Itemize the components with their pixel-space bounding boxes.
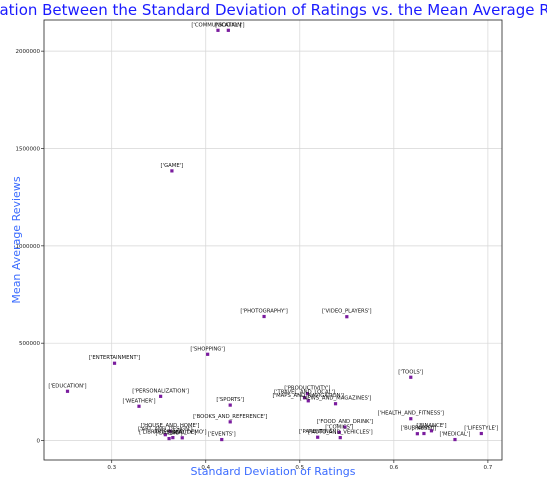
point-label: ['BEAUTY'] [168, 430, 196, 436]
data-point [66, 390, 69, 393]
point-label: ['GAME'] [161, 163, 184, 169]
point-label: ['NEWS_AND_MAGAZINES'] [300, 396, 372, 402]
y-tick-label: 1500000 [16, 146, 41, 152]
point-label: ['WEATHER'] [122, 398, 155, 404]
data-point [227, 29, 230, 32]
point-label: ['EVENTS'] [208, 432, 236, 438]
point-label: ['PHOTOGRAPHY'] [240, 309, 287, 315]
x-tick-label: 0.6 [389, 465, 398, 471]
axis-ticks: 0.3 0.4 0.5 0.6 0.70500000100000015000002000… [16, 49, 493, 471]
point-label: ['AUTO_AND_VEHICLES'] [308, 430, 373, 436]
point-label: ['PERSONALIZATION'] [132, 388, 189, 394]
data-point [170, 169, 173, 172]
data-point [167, 437, 170, 440]
data-points [66, 29, 483, 441]
x-axis-label: Standard Deviation of Ratings [191, 465, 356, 478]
data-point [216, 29, 219, 32]
data-point [422, 432, 425, 435]
x-tick-label: 0.7 [484, 465, 493, 471]
point-label: ['HEALTH_AND_FITNESS'] [378, 411, 444, 417]
y-tick-label: 0 [37, 439, 41, 445]
point-label: ['FAMILY'] [412, 426, 437, 432]
point-label: ['VIDEO_PLAYERS'] [322, 309, 372, 315]
data-point [181, 436, 184, 439]
y-tick-label: 2000000 [16, 49, 41, 55]
point-label: ['SOCIAL'] [215, 22, 241, 28]
y-axis-label: Mean Average Reviews [10, 176, 23, 303]
data-point [206, 353, 209, 356]
point-labels: ['COMMUNICATION']['SOCIAL']['GAME']['PHO… [48, 22, 498, 437]
data-point [262, 315, 265, 318]
point-label: ['MEDICAL'] [440, 432, 471, 438]
data-point [220, 438, 223, 441]
point-label: ['SHOPPING'] [190, 346, 225, 352]
data-point [453, 438, 456, 441]
data-point [416, 432, 419, 435]
data-point [409, 417, 412, 420]
y-tick-label: 500000 [19, 341, 40, 347]
data-point [409, 376, 412, 379]
point-label: ['TOOLS'] [398, 369, 423, 375]
data-point [229, 420, 232, 423]
point-label: ['BOOKS_AND_REFERENCE'] [193, 414, 267, 420]
data-point [339, 436, 342, 439]
chart-title: Correleation Between the Standard Deviat… [0, 1, 547, 19]
data-point [113, 362, 116, 365]
data-point [316, 436, 319, 439]
data-point [345, 315, 348, 318]
data-point [334, 402, 337, 405]
point-label: ['SPORTS'] [216, 397, 244, 403]
point-label: ['EDUCATION'] [48, 383, 86, 389]
point-label: ['ENTERTAINMENT'] [89, 355, 140, 361]
data-point [480, 432, 483, 435]
data-point [137, 405, 140, 408]
data-point [159, 395, 162, 398]
x-tick-label: 0.3 [107, 465, 116, 471]
data-point [229, 403, 232, 406]
